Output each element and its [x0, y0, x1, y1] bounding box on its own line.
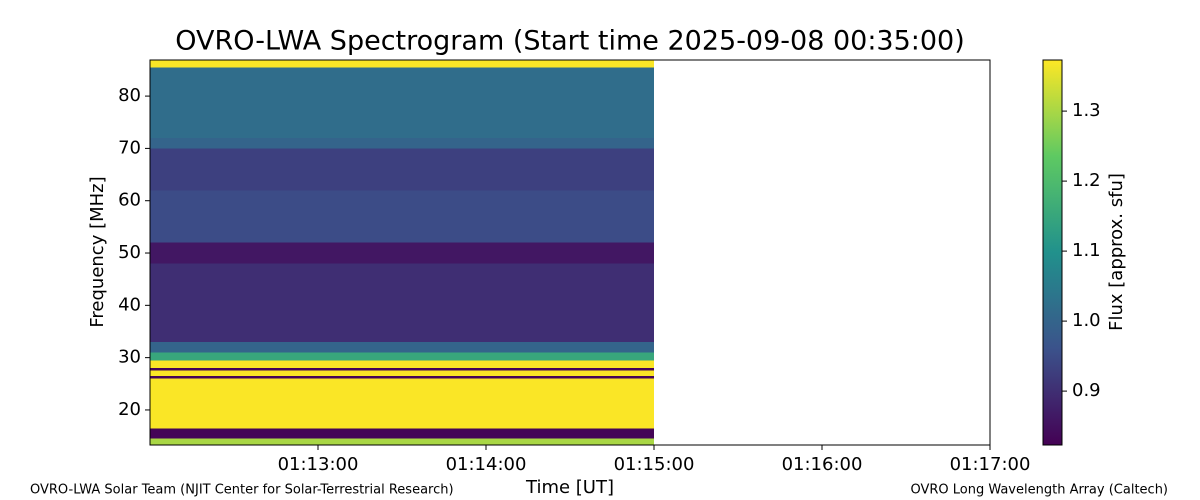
y-tick-label: 30	[118, 347, 141, 368]
y-tick-label: 70	[118, 137, 141, 158]
colorbar-tick-label: 1.0	[1072, 310, 1101, 331]
x-axis-label: Time [UT]	[525, 477, 614, 498]
x-tick-label: 01:17:00	[950, 454, 1031, 475]
colorbar-tick-label: 1.2	[1072, 170, 1101, 191]
x-tick-label: 01:14:00	[446, 454, 527, 475]
spectrogram-cell	[150, 60, 654, 68]
y-tick-label: 20	[118, 399, 141, 420]
plot-frame	[149, 59, 991, 446]
x-tick-label: 01:16:00	[782, 454, 863, 475]
spectrogram-cell	[150, 190, 654, 243]
colorbar	[1042, 59, 1063, 446]
y-tick-label: 80	[118, 85, 141, 106]
spectrogram-cell	[150, 428, 654, 439]
x-tick-label: 01:13:00	[278, 454, 359, 475]
footer-left: OVRO-LWA Solar Team (NJIT Center for Sol…	[30, 483, 454, 498]
colorbar-tick-label: 0.9	[1072, 380, 1101, 401]
y-tick-label: 50	[118, 242, 141, 263]
spectrogram-cell	[150, 67, 654, 138]
spectrogram-cell	[150, 242, 654, 264]
spectrogram-cell	[150, 137, 654, 149]
y-tick-label: 60	[118, 190, 141, 211]
chart-title: OVRO-LWA Spectrogram (Start time 2025-09…	[175, 26, 965, 57]
spectrogram-cell	[150, 375, 654, 379]
spectrogram-cell	[150, 378, 654, 429]
x-tick-label: 01:15:00	[614, 454, 695, 475]
y-axis-label: Frequency [MHz]	[87, 176, 108, 327]
spectrogram-cell	[150, 370, 654, 376]
footer-right: OVRO Long Wavelength Array (Caltech)	[910, 483, 1168, 498]
spectrogram-cell	[150, 148, 654, 191]
y-tick-label: 40	[118, 294, 141, 315]
spectrogram-cell	[150, 341, 654, 353]
spectrogram-cell	[150, 368, 654, 371]
colorbar-tick-label: 1.3	[1072, 100, 1101, 121]
spectrogram-cell	[150, 263, 654, 342]
spectrogram-cell	[150, 352, 654, 361]
spectrogram-cell	[150, 438, 654, 445]
colorbar-label: Flux [approx. sfu]	[1106, 173, 1127, 331]
colorbar-tick-label: 1.1	[1072, 240, 1101, 261]
spectrogram-cell	[150, 360, 654, 369]
